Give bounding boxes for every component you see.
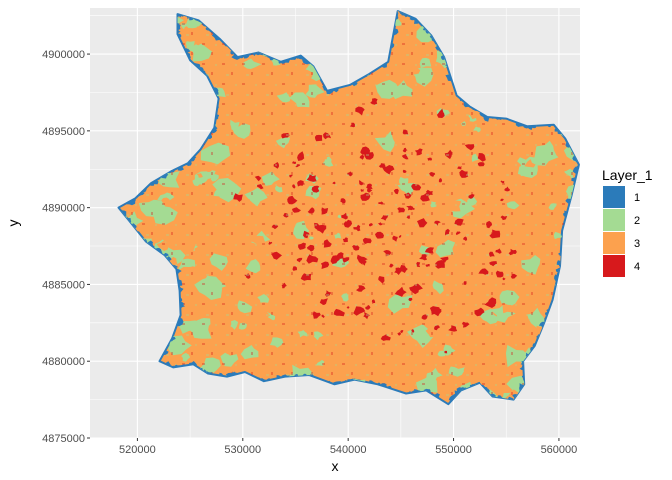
legend-label-4: 4	[634, 261, 640, 273]
legend-label-1: 1	[634, 192, 640, 204]
legend-key-4	[603, 255, 625, 277]
y-tick-label: 4890000	[42, 203, 85, 215]
x-axis-title: x	[332, 458, 339, 474]
y-tick-label: 4900000	[42, 49, 85, 61]
x-tick-label: 530000	[224, 444, 261, 456]
y-axis-ticks: 4875000 4880000 4885000 4890000 4895000 49000…	[42, 49, 90, 445]
legend-label-2: 2	[634, 215, 640, 227]
y-tick-label: 4885000	[42, 279, 85, 291]
legend: Layer_1 1 2 3 4	[602, 167, 653, 277]
legend-key-2	[603, 209, 625, 231]
x-tick-label: 520000	[119, 444, 156, 456]
legend-label-3: 3	[634, 238, 640, 250]
legend-key-1	[603, 186, 625, 208]
legend-key-3	[603, 232, 625, 254]
legend-title: Layer_1	[602, 167, 653, 183]
x-tick-label: 550000	[435, 444, 472, 456]
x-tick-label: 540000	[330, 444, 367, 456]
class-1-patch	[572, 166, 579, 174]
y-axis-title: y	[5, 220, 21, 227]
legend-items: 1 2 3 4	[603, 186, 640, 277]
y-tick-label: 4895000	[42, 126, 85, 138]
x-tick-label: 560000	[541, 444, 578, 456]
x-axis-ticks: 520000 530000 540000 550000 560000	[119, 438, 577, 456]
y-tick-label: 4875000	[42, 433, 85, 445]
y-tick-label: 4880000	[42, 356, 85, 368]
